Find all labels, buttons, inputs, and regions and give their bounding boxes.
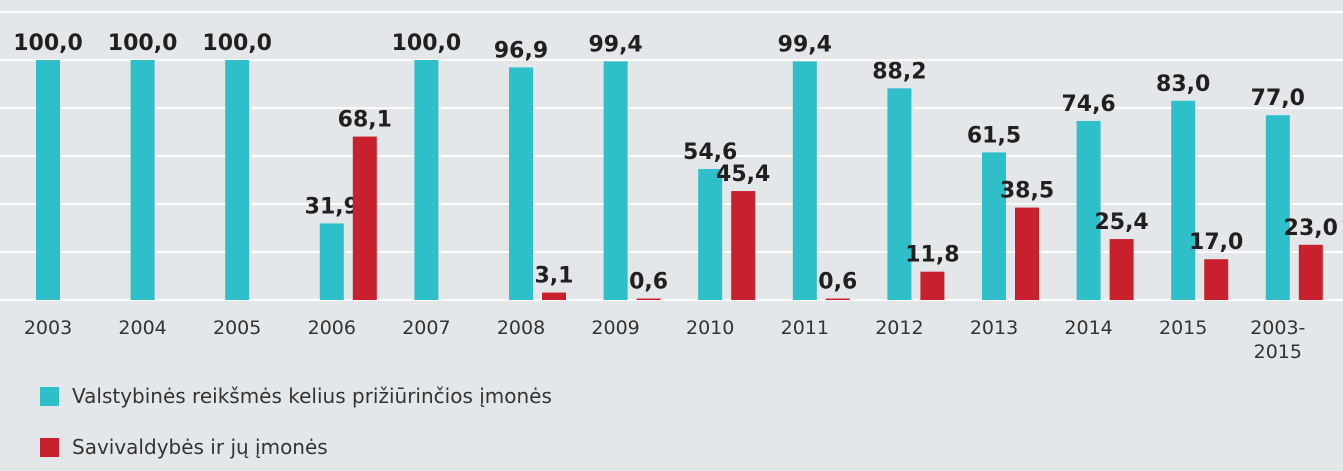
value-label: 0,6: [629, 270, 668, 295]
x-tick-label: 2013: [969, 317, 1019, 339]
x-tick-label: 2014: [1064, 317, 1113, 339]
bar: [920, 271, 945, 300]
value-label: 77,0: [1251, 86, 1305, 111]
bar: [636, 298, 661, 300]
bar: [792, 61, 817, 300]
value-label: 31,9: [305, 194, 359, 219]
bar: [887, 88, 912, 300]
value-label: 100,0: [202, 31, 272, 56]
x-tick-label: 2008: [496, 317, 546, 339]
legend-swatch: [40, 437, 59, 457]
bar: [1109, 239, 1134, 300]
value-label: 23,0: [1284, 216, 1338, 241]
value-label: 68,1: [338, 108, 392, 133]
x-tick-label: 2011: [780, 317, 829, 339]
value-label: 54,6: [683, 140, 737, 165]
value-label: 11,8: [905, 243, 959, 268]
bar: [319, 223, 344, 300]
bar: [36, 60, 60, 300]
bar: [130, 60, 155, 300]
value-label: 83,0: [1156, 72, 1210, 97]
bar: [1015, 207, 1039, 300]
legend-item: Savivaldybės ir jų įmonės: [40, 435, 328, 459]
bar: [1171, 100, 1196, 300]
bar: [982, 152, 1006, 300]
bar: [1298, 244, 1323, 300]
value-label: 100,0: [108, 31, 178, 56]
x-tick-label: 2009: [591, 317, 640, 339]
x-tick-label: 2007: [402, 317, 451, 339]
x-tick-label: 2006: [307, 317, 356, 339]
value-label: 0,6: [818, 270, 857, 295]
value-label: 100,0: [13, 31, 83, 56]
x-tick-label: 2012: [875, 317, 924, 339]
bar: [698, 168, 723, 300]
x-tick-label: 2003: [23, 317, 73, 339]
legend-label: Savivaldybės ir jų įmonės: [72, 435, 328, 459]
legend-label: Valstybinės reikšmės kelius prižiūrinčio…: [72, 384, 552, 408]
bar: [1204, 259, 1229, 300]
plot: 100,0 100,0 100,0 31,9 68,1 100,0 96,9 3,1 99,4 0…: [0, 11, 1343, 301]
bar: [352, 136, 377, 300]
x-tick-label: 2015: [1159, 317, 1208, 339]
bar: [542, 292, 566, 300]
bar: [1265, 115, 1290, 300]
x-tick-label: 2010: [686, 317, 735, 339]
value-label: 38,5: [1000, 179, 1054, 204]
bar: [509, 67, 533, 300]
bar: [225, 60, 250, 300]
x-tick-label: 2004: [118, 317, 167, 339]
value-label: 45,4: [716, 162, 770, 187]
legend-swatch: [40, 386, 59, 406]
value-label: 74,6: [1061, 92, 1115, 117]
value-label: 88,2: [872, 59, 926, 84]
value-label: 3,1: [535, 264, 574, 289]
value-label: 61,5: [967, 123, 1021, 148]
value-label: 96,9: [494, 38, 548, 63]
bar: [825, 298, 850, 300]
bar: [731, 191, 756, 300]
bar: [603, 61, 628, 300]
bar: [1076, 120, 1101, 301]
value-label: 17,0: [1189, 230, 1243, 255]
x-tick-label: 2003-2015: [1250, 317, 1306, 363]
legend-item: Valstybinės reikšmės kelius prižiūrinčio…: [40, 384, 552, 408]
bar: [414, 60, 439, 300]
value-label: 99,4: [588, 32, 642, 57]
x-tick-label: 2005: [213, 317, 262, 339]
value-label: 99,4: [778, 32, 832, 57]
value-label: 25,4: [1094, 210, 1148, 235]
value-label: 100,0: [392, 31, 462, 56]
